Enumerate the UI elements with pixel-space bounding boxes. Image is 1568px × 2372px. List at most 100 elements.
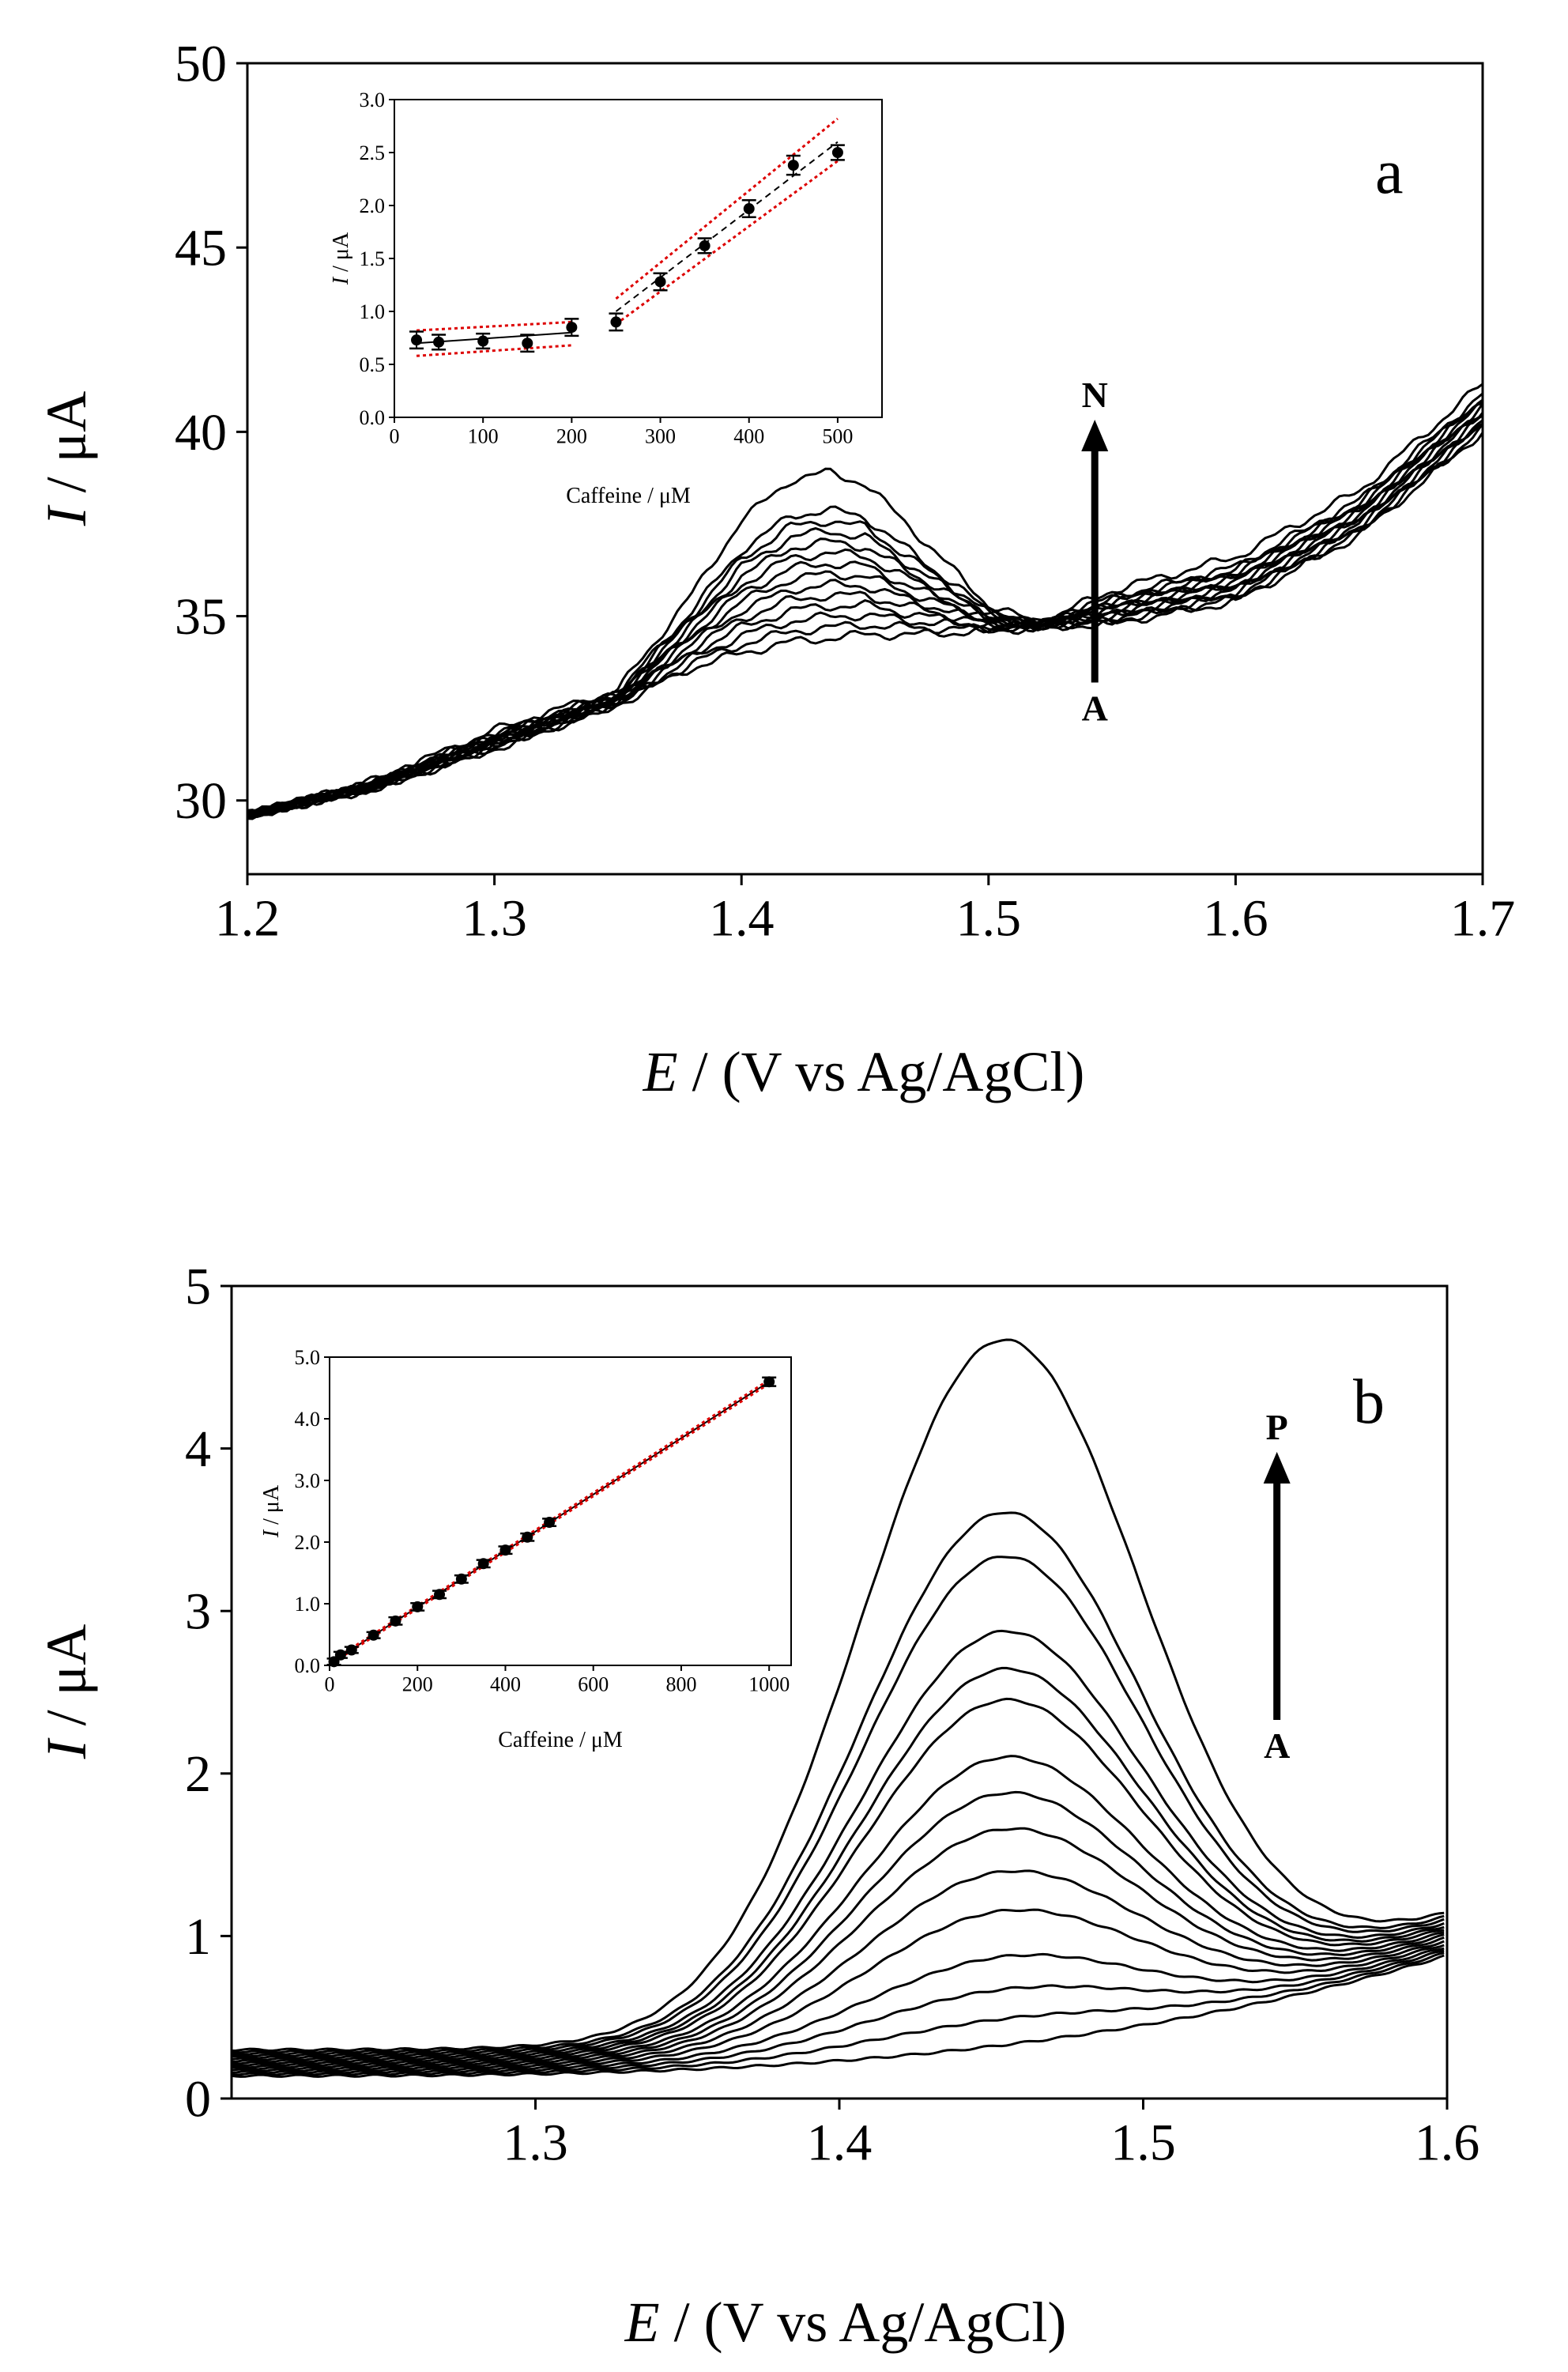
y-tick-label: 30 (175, 772, 227, 830)
y-tick-label: 3.0 (295, 1469, 321, 1492)
panel-a-x-ticks: 1.2 1.3 1.4 1.5 1.6 1.7 (215, 874, 1516, 947)
panel-b-inset: 0.0 1.0 2.0 3.0 4.0 5.0 0 200 400 600 800 1000 Caf… (259, 1346, 792, 1752)
panel-b-x-ticks: 1.3 1.4 1.5 1.6 (503, 2099, 1479, 2171)
data-point (455, 1573, 467, 1585)
panel-b-x-axis-label: E / (V vs Ag/AgCl) (624, 2291, 1067, 2354)
data-point (499, 1544, 511, 1556)
voltammogram-curve (232, 1666, 1445, 2060)
data-point (566, 322, 578, 334)
panel-a-frame (246, 62, 1484, 876)
panel-a-letter: a (1375, 138, 1404, 207)
panel-a-arrow: NA (1081, 375, 1109, 728)
data-point (368, 1629, 379, 1641)
x-tick-label: 1.7 (1450, 889, 1516, 947)
x-tick-label: 400 (733, 424, 764, 447)
x-tick-label: 800 (665, 1672, 696, 1695)
data-point (434, 1589, 446, 1601)
x-tick-label: 500 (822, 424, 853, 447)
x-tick-label: 1.3 (503, 2114, 568, 2171)
x-tick-label: 1.4 (807, 2114, 873, 2171)
panel-b-inset-x-ticks: 0 200 400 600 800 1000 (325, 1665, 790, 1695)
fit-line (416, 344, 572, 357)
x-tick-label: 1000 (748, 1672, 790, 1695)
y-tick-label: 5.0 (295, 1346, 321, 1369)
voltammogram-curve (247, 422, 1483, 816)
panel-b-curves (232, 1338, 1445, 2078)
x-tick-label: 200 (556, 424, 587, 447)
voltammogram-curve (247, 413, 1483, 813)
y-tick-label: 45 (175, 220, 227, 277)
x-tick-label: 1.5 (956, 889, 1022, 947)
y-tick-label: 1 (185, 1908, 211, 1966)
y-tick-label: 3 (185, 1583, 211, 1641)
data-point (522, 1531, 533, 1543)
x-tick-label: 1.4 (709, 889, 775, 947)
fit-line (416, 320, 572, 332)
y-tick-label: 2.0 (295, 1531, 321, 1554)
data-point (477, 335, 489, 347)
y-tick-label: 1.0 (295, 1593, 321, 1616)
voltammogram-curve (247, 399, 1483, 819)
voltammogram-curve (232, 1952, 1445, 2076)
y-tick-label: 2.0 (360, 194, 386, 217)
voltammogram-curve (232, 1954, 1445, 2078)
voltammogram-curve (247, 423, 1483, 816)
panel-a-inset-fit-lines (416, 117, 839, 357)
panel-a-curves (247, 383, 1483, 820)
arrow-head (1081, 420, 1109, 452)
fit-line (615, 160, 839, 326)
x-tick-label: 1.2 (215, 889, 281, 947)
panel-b-inset-x-axis-label: Caffeine / μM (498, 1728, 623, 1752)
y-tick-label: 0.5 (360, 353, 386, 376)
x-tick-label: 0 (390, 424, 400, 447)
y-tick-label: 4 (185, 1420, 211, 1478)
panel-a-y-axis-label: I / μA (35, 391, 98, 527)
data-point (831, 147, 843, 158)
data-point (699, 239, 710, 251)
panel-a-inset: 0.0 0.5 1.0 1.5 2.0 2.5 3.0 0 100 200 300 400 500 C… (329, 89, 883, 508)
panel-a-y-ticks: 30 35 40 45 50 (175, 35, 247, 830)
voltammogram-curve (247, 398, 1483, 816)
x-tick-label: 1.6 (1415, 2114, 1480, 2171)
panel-b-y-ticks: 0 1 2 3 4 5 (185, 1258, 232, 2128)
arrow-label-end: N (1082, 375, 1108, 415)
data-point (334, 1649, 346, 1661)
panel-b-y-axis-label: I / μA (35, 1624, 98, 1760)
y-tick-label: 0.0 (295, 1654, 321, 1677)
panel-a-x-axis-label: E / (V vs Ag/AgCl) (643, 1040, 1085, 1103)
data-point (390, 1615, 401, 1627)
panel-b-inset-points (326, 1376, 777, 1668)
y-tick-label: 0 (185, 2070, 211, 2128)
data-point (411, 334, 423, 346)
panel-b-inset-y-axis-label: I / μA (259, 1484, 284, 1538)
voltammogram-curve (232, 1511, 1445, 2054)
panel-a-inset-y-ticks: 0.0 0.5 1.0 1.5 2.0 2.5 3.0 (360, 89, 394, 429)
y-tick-label: 2.5 (360, 141, 386, 164)
panel-a-inset-y-axis-label: I / μA (329, 232, 353, 285)
y-tick-label: 50 (175, 35, 227, 92)
y-tick-label: 40 (175, 404, 227, 462)
arrow-head (1263, 1451, 1291, 1484)
y-tick-label: 0.0 (360, 406, 386, 429)
voltammogram-curve (232, 1869, 1445, 2069)
data-point (412, 1601, 424, 1612)
x-tick-label: 0 (325, 1672, 335, 1695)
panel-a-inset-points (409, 144, 845, 353)
voltammogram-curve (247, 402, 1483, 818)
y-tick-label: 4.0 (295, 1408, 321, 1431)
voltammogram-curve (232, 1949, 1445, 2075)
data-point (787, 160, 799, 172)
voltammogram-curve (247, 412, 1483, 820)
voltammogram-curve (247, 392, 1483, 813)
arrow-label-start: A (1264, 1725, 1290, 1766)
x-tick-label: 400 (490, 1672, 521, 1695)
panel-a-inset-frame (394, 99, 883, 418)
voltammogram-curve (232, 1338, 1445, 2053)
y-tick-label: 1.5 (360, 247, 386, 270)
voltammogram-curve (232, 1827, 1445, 2067)
x-tick-label: 1.3 (462, 889, 527, 947)
panel-b-inset-y-ticks: 0.0 1.0 2.0 3.0 4.0 5.0 (295, 1346, 330, 1677)
